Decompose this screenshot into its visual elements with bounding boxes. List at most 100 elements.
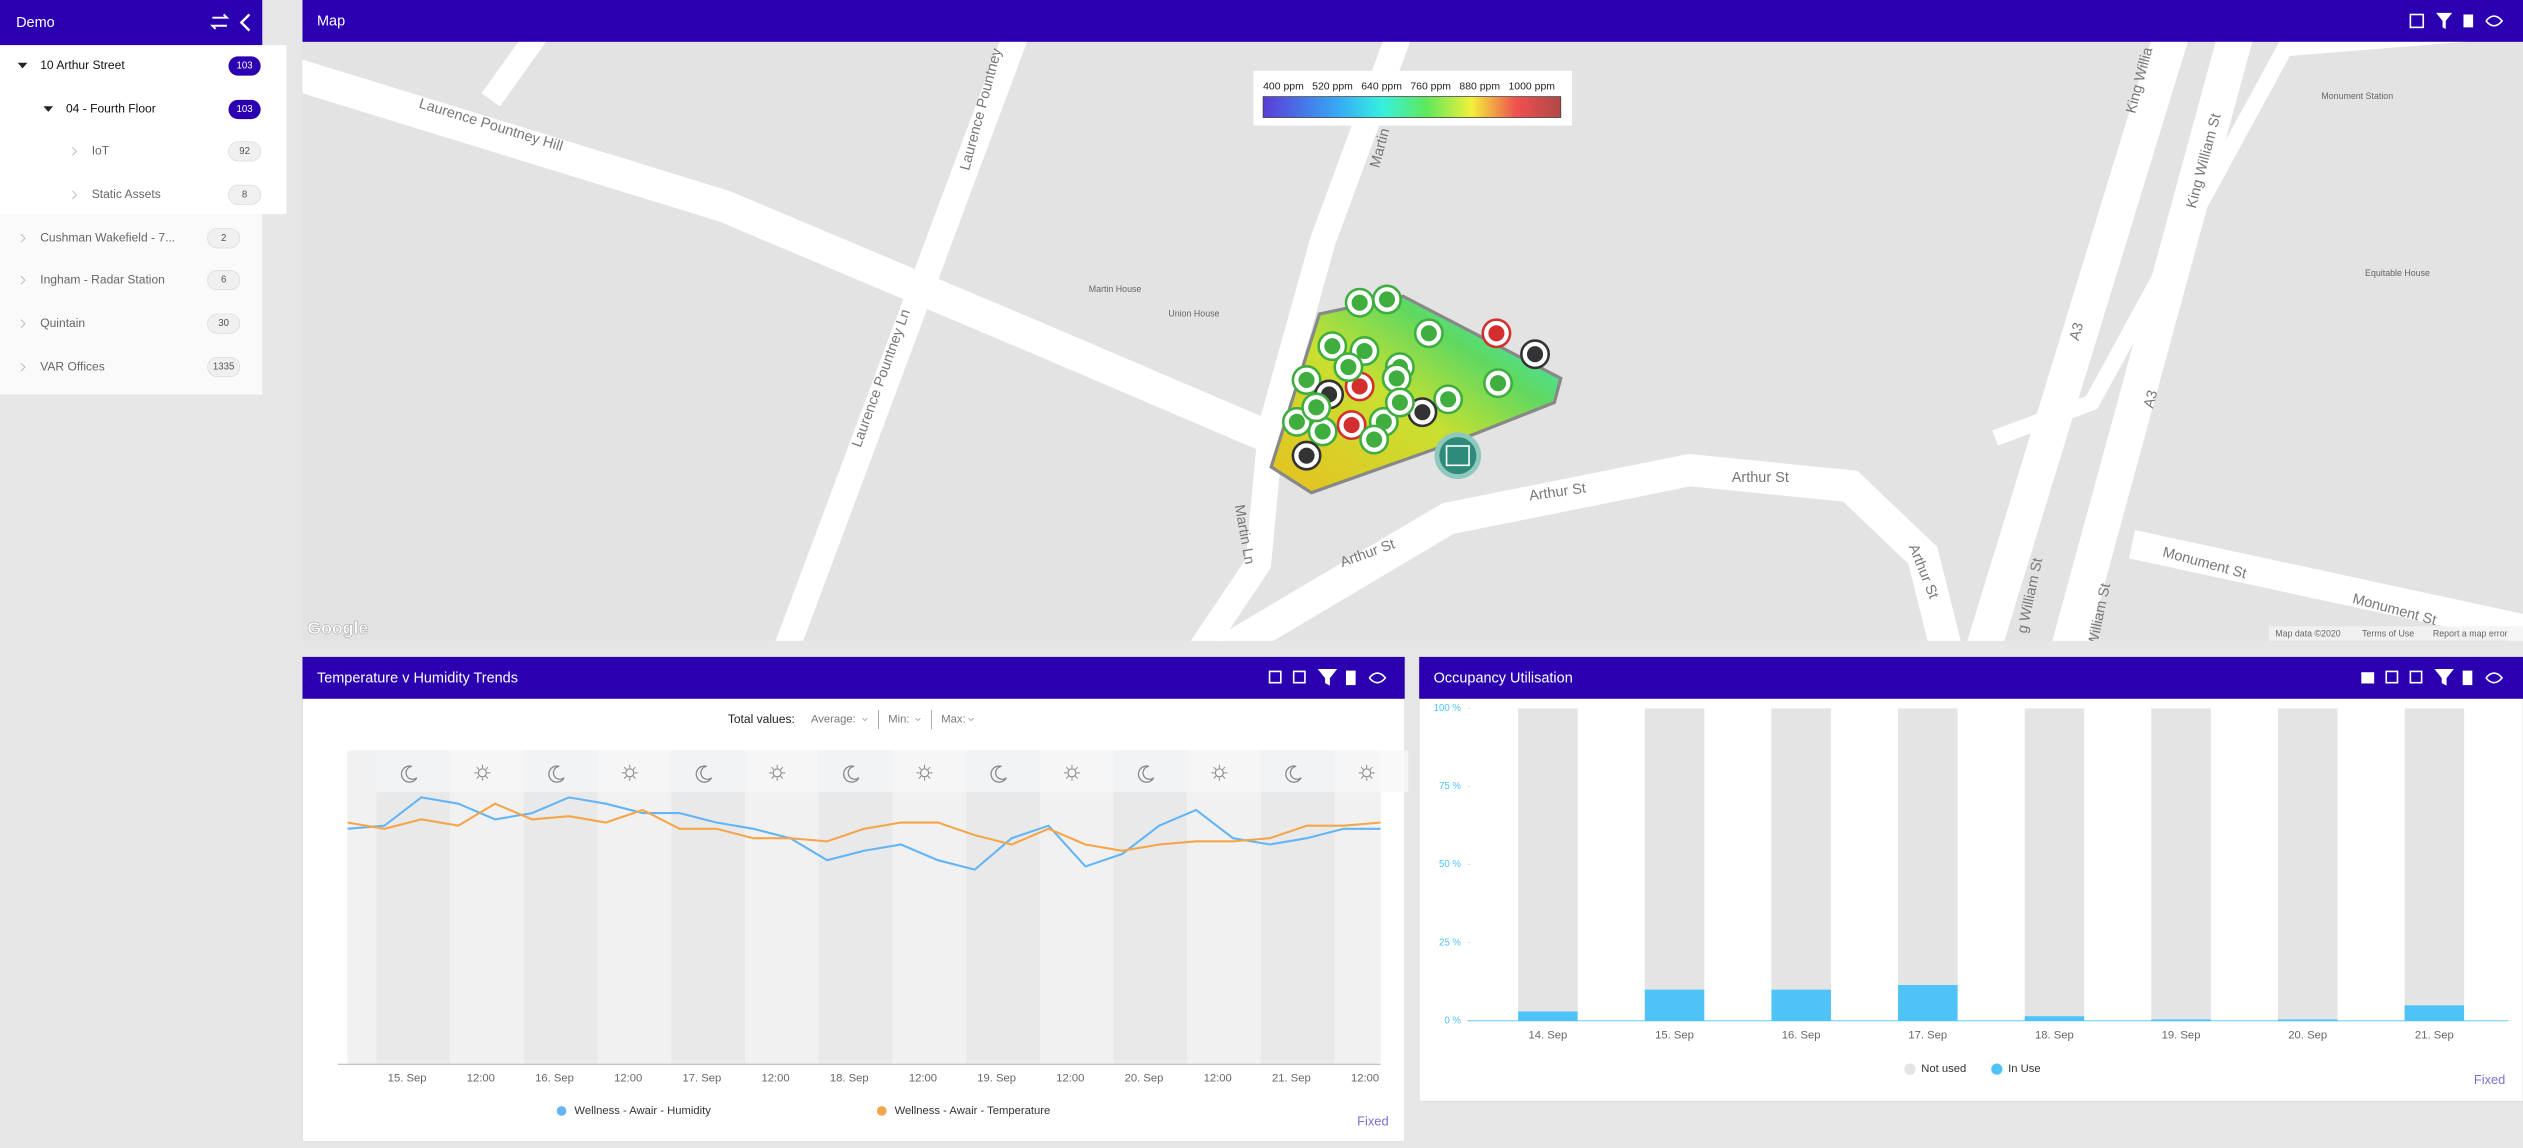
- note[interactable]: Fixed: [1357, 1114, 1388, 1129]
- sensor-icon: [1489, 375, 1507, 392]
- series-line: [347, 802, 1381, 852]
- sensor-icon: [1351, 378, 1368, 395]
- count: 103: [237, 104, 253, 115]
- note[interactable]: Fixed: [2474, 1072, 2505, 1087]
- co2-gradient: [1262, 96, 1562, 118]
- attribution-bg: [2268, 626, 2523, 641]
- google-logo: Google: [307, 618, 368, 638]
- collapsed-caret[interactable]: [20, 319, 26, 328]
- legend-marker: [1991, 1063, 2003, 1075]
- sun-icon: [1067, 768, 1077, 778]
- collapse-icon[interactable]: [239, 13, 251, 32]
- bar: [1518, 708, 1578, 1012]
- toolbar-min[interactable]: Min:: [888, 714, 909, 726]
- tree-label[interactable]: Ingham - Radar Station: [40, 272, 165, 286]
- band-top: [818, 750, 893, 793]
- trend-tools[interactable]: [1268, 668, 1387, 686]
- legend-label[interactable]: Not used: [1921, 1063, 1966, 1075]
- collapsed-caret[interactable]: [20, 233, 26, 243]
- collapsed-caret[interactable]: [72, 146, 78, 156]
- occupancy-panel-bg: [1418, 656, 2523, 1102]
- x-tick-label: 18. Sep: [2035, 1029, 2074, 1041]
- toolbar-average[interactable]: Average:: [811, 714, 856, 726]
- band-top: [744, 750, 819, 793]
- toolbar-carets: [862, 710, 974, 730]
- collapsed-caret[interactable]: [20, 275, 26, 285]
- sun-icon: [1214, 768, 1224, 778]
- occupancy-header: [1419, 656, 2523, 699]
- x-tick-label: 12:00: [1351, 1073, 1379, 1085]
- attribution[interactable]: Terms of Use: [2362, 629, 2414, 639]
- tree-label[interactable]: Static Assets: [92, 187, 161, 201]
- legend-label[interactable]: Wellness - Awair - Temperature: [895, 1105, 1051, 1117]
- sun-rays: [1211, 764, 1228, 781]
- attribution[interactable]: Report a map error: [2433, 629, 2508, 639]
- band-top: [671, 750, 745, 793]
- sensor-icon: [1288, 413, 1305, 430]
- map-label: Martin House: [1089, 284, 1142, 294]
- y-tick-label: 100 %: [1434, 703, 1462, 714]
- x-tick-label: 12:00: [761, 1073, 789, 1085]
- sensor-icon: [1391, 394, 1408, 411]
- expanded-caret[interactable]: [43, 106, 54, 112]
- toolbar-max[interactable]: Max:: [941, 714, 965, 726]
- night-band: [523, 750, 598, 1065]
- sensor-icon: [1308, 399, 1325, 416]
- bar: [2404, 1005, 2465, 1021]
- night-band: [1260, 750, 1335, 1065]
- night-band: [376, 750, 451, 1065]
- co2-label: 520 ppm: [1312, 82, 1353, 93]
- band-top: [450, 750, 524, 793]
- count: 103: [237, 61, 253, 72]
- map-label: Equitable House: [2365, 268, 2430, 278]
- sensor-markers[interactable]: [1281, 284, 1551, 471]
- sensor-icon: [1388, 370, 1405, 387]
- moon-icon: [843, 765, 860, 783]
- swap-icon[interactable]: [210, 13, 230, 30]
- sun-icon: [477, 768, 487, 778]
- legend-label[interactable]: In Use: [2008, 1063, 2041, 1075]
- tree-label[interactable]: VAR Offices: [40, 359, 105, 373]
- occupancy-tools[interactable]: [2361, 668, 2504, 686]
- expanded-caret[interactable]: [17, 62, 28, 69]
- bar-chart: 100 % 75 % 50 % 25 % 0 % 14. Sep 15. Sep 16. Se…: [1434, 703, 2509, 1087]
- count-badge: [207, 270, 241, 291]
- x-tick-label: 16. Sep: [535, 1073, 574, 1085]
- bar: [2151, 708, 2211, 1020]
- count: 30: [218, 318, 229, 329]
- tree-label[interactable]: 04 - Fourth Floor: [66, 102, 156, 116]
- x-tick-label: 17. Sep: [682, 1073, 721, 1085]
- x-tick-label: 20. Sep: [2288, 1029, 2327, 1041]
- legend-marker: [556, 1106, 567, 1116]
- tree-label[interactable]: Cushman Wakefield - 7...: [40, 230, 175, 244]
- tree-label[interactable]: 10 Arthur Street: [40, 58, 125, 72]
- band-top: [376, 750, 451, 793]
- building-marker[interactable]: [1434, 432, 1482, 480]
- bar: [2277, 708, 2338, 1020]
- sensor-icon: [1351, 294, 1368, 311]
- sun-icon: [1362, 768, 1372, 778]
- co2-label: 640 ppm: [1361, 82, 1402, 93]
- collapsed-caret[interactable]: [20, 362, 26, 372]
- x-tick-label: 12:00: [467, 1073, 495, 1085]
- sun-rays: [621, 764, 638, 781]
- tree-label[interactable]: IoT: [92, 144, 110, 158]
- y-tick-label: 0 %: [1444, 1015, 1461, 1026]
- roads: [302, 41, 2523, 641]
- count-badge: [228, 99, 261, 120]
- tree-label[interactable]: Quintain: [40, 316, 85, 330]
- sensor-icon: [1298, 371, 1315, 389]
- collapsed-caret[interactable]: [72, 190, 78, 200]
- night-band: [1113, 750, 1188, 1065]
- count: 92: [239, 146, 250, 157]
- bar: [2404, 708, 2465, 1006]
- bar: [1771, 989, 1831, 1021]
- legend-label[interactable]: Wellness - Awair - Humidity: [574, 1105, 711, 1117]
- line-chart: 15. Sep 12:00 16. Sep 12:00 17. Sep 12:00 18. …: [347, 796, 1389, 1129]
- bar: [1518, 1011, 1578, 1021]
- night-band: [818, 750, 893, 1065]
- sensor-icon: [1314, 423, 1331, 440]
- map-tools[interactable]: [2409, 12, 2504, 29]
